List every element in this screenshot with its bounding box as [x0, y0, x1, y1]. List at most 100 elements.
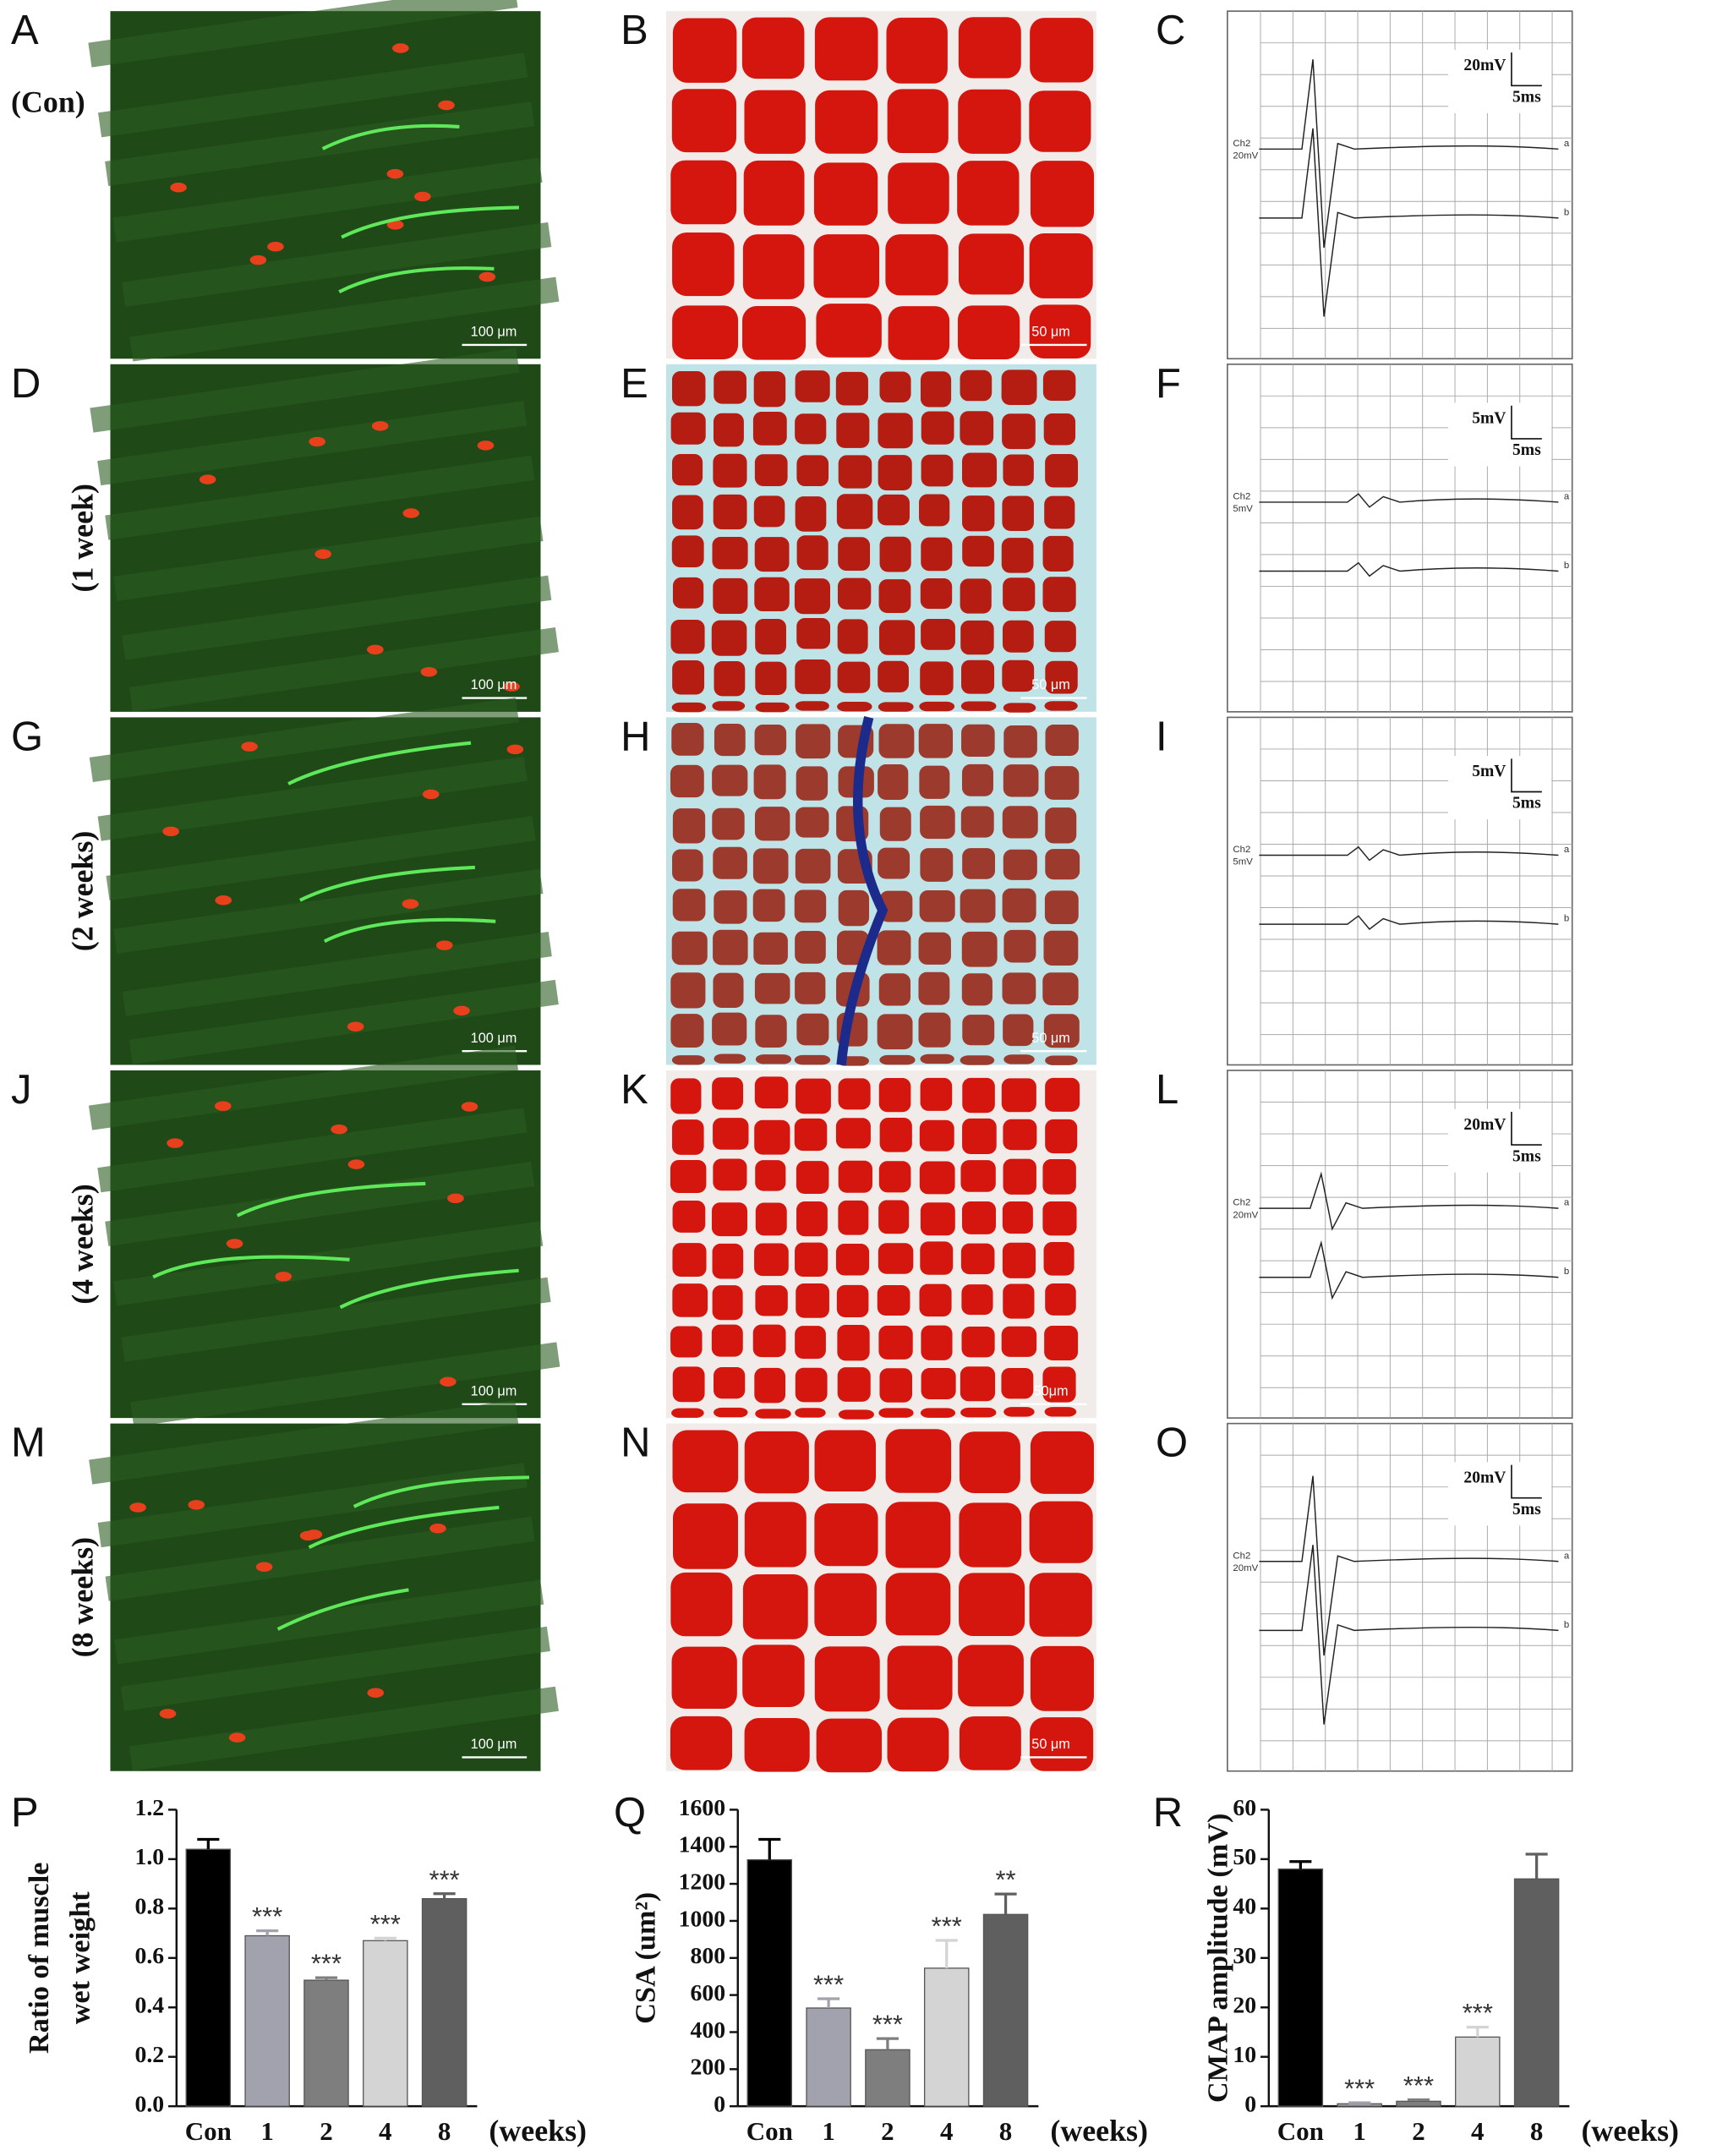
muscle-fiber	[878, 579, 911, 614]
x-axis-label: (weeks)	[1050, 2114, 1148, 2148]
muscle-fiber	[960, 1407, 997, 1418]
gain-label: 20mV	[1233, 150, 1258, 161]
muscle-fiber	[961, 659, 995, 694]
fiber-band	[88, 0, 518, 68]
scale-bg	[1447, 1108, 1552, 1173]
significance: ***	[1403, 2071, 1434, 2100]
axon	[236, 1181, 426, 1218]
muscle-fiber	[711, 1324, 743, 1357]
x-tick-label: 1	[1353, 2116, 1365, 2146]
muscle-fiber	[919, 1283, 952, 1317]
muscle-fiber	[919, 1161, 955, 1195]
muscle-fiber	[712, 1077, 744, 1110]
muscle-fiber	[836, 494, 873, 529]
trace-label: b	[1564, 561, 1569, 571]
fiber-band	[130, 1342, 560, 1427]
x-tick-label: Con	[746, 2116, 793, 2146]
muscle-fiber	[795, 496, 827, 532]
muscle-fiber	[814, 1430, 877, 1492]
muscle-fiber	[877, 1284, 910, 1316]
error-bar	[1466, 2025, 1489, 2038]
muscle-fiber	[920, 805, 955, 840]
muscle-fiber	[1001, 1078, 1036, 1113]
muscle-fiber	[670, 1014, 704, 1048]
panel-letter: O	[1156, 1420, 1188, 1466]
muscle-fiber	[960, 806, 994, 838]
muscle-fiber	[816, 304, 882, 358]
muscle-fiber	[887, 1717, 949, 1772]
y-tick-label: 40	[1233, 1893, 1256, 1919]
bar	[1455, 2036, 1501, 2107]
muscle-fiber	[672, 1283, 708, 1317]
muscle-fiber	[671, 1646, 737, 1710]
error-bar	[314, 1976, 338, 1981]
trace-label: a	[1564, 845, 1570, 855]
gain-label: 20mV	[1233, 1563, 1258, 1573]
muscle-fiber	[838, 889, 870, 927]
muscle-fiber	[878, 763, 909, 800]
muscle-fiber	[1003, 1158, 1036, 1195]
endplate	[436, 940, 453, 950]
muscle-fiber	[672, 577, 704, 609]
bar	[923, 1967, 970, 2107]
emg-trace	[1259, 915, 1559, 930]
muscle-fiber	[754, 1119, 790, 1155]
muscle-fiber	[920, 1202, 955, 1236]
muscle-fiber	[1045, 1283, 1076, 1316]
panel-letter: P	[11, 1790, 39, 1836]
axon	[323, 917, 496, 944]
row-label: (2 weeks)	[65, 831, 99, 951]
muscle-fiber	[795, 1367, 828, 1403]
error-bar	[935, 1939, 958, 1968]
endplate	[414, 191, 431, 202]
muscle-fiber	[1045, 849, 1080, 880]
row-label: (1 week)	[65, 484, 99, 593]
endplate	[249, 254, 267, 265]
fiber-band	[114, 1579, 544, 1665]
muscle-fiber	[918, 971, 950, 1005]
x-tick-label: Con	[1277, 2116, 1324, 2146]
muscle-fiber	[754, 724, 787, 756]
row-label: (Con)	[11, 85, 85, 118]
muscle-fiber	[879, 1054, 916, 1065]
muscle-fiber	[671, 702, 707, 713]
panel-letter: N	[621, 1420, 650, 1466]
fibrosis	[836, 716, 889, 1066]
muscle-fiber	[1029, 90, 1091, 152]
muscle-fiber	[879, 1118, 912, 1152]
muscle-fiber	[712, 701, 746, 711]
bar	[982, 1913, 1029, 2107]
muscle-fiber	[796, 535, 828, 571]
muscle-fiber	[754, 454, 788, 486]
muscle-fiber	[794, 889, 827, 923]
muscle-fiber	[1043, 1242, 1074, 1276]
panel-letter: R	[1153, 1790, 1183, 1836]
muscle-fiber	[794, 1118, 828, 1152]
muscle-fiber	[878, 413, 913, 449]
muscle-fiber	[958, 233, 1025, 295]
panel-letter: J	[11, 1067, 31, 1113]
gain-label: 5mV	[1233, 857, 1253, 867]
muscle-fiber	[878, 1161, 911, 1193]
muscle-fiber	[920, 661, 954, 696]
panel-letter: H	[621, 714, 650, 759]
muscle-fiber	[1003, 1054, 1035, 1064]
panel-letter: L	[1156, 1067, 1178, 1113]
y-tick-label: 1400	[679, 1831, 725, 1858]
muscle-fiber	[835, 371, 868, 406]
y-axis-label: wet weight	[64, 1891, 96, 2025]
endplate	[506, 744, 524, 755]
muscle-fiber	[671, 535, 704, 568]
muscle-fiber	[753, 495, 785, 528]
muscle-fiber	[1030, 18, 1094, 83]
muscle-fiber	[1043, 1014, 1080, 1048]
endplate	[477, 441, 495, 451]
muscle-fiber	[670, 1326, 703, 1358]
muscle-fiber	[878, 847, 910, 879]
muscle-fiber	[752, 1324, 786, 1358]
fiber-band	[129, 627, 559, 712]
y-tick-label: 1600	[679, 1794, 725, 1820]
muscle-fiber	[886, 17, 948, 84]
trace-label: a	[1564, 1198, 1570, 1208]
muscle-fiber	[814, 17, 878, 81]
